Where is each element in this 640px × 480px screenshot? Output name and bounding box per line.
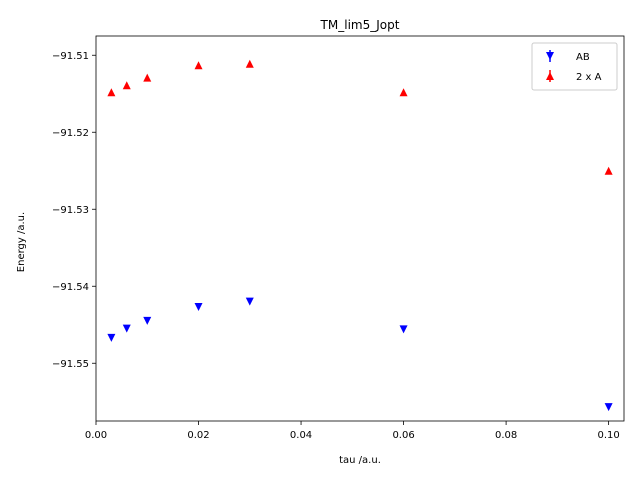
y-tick-label: −91.55	[52, 359, 89, 370]
data-point-ab	[143, 316, 152, 325]
y-tick-label: −91.54	[52, 282, 89, 293]
plot-area: 0.00 0.02 0.04 0.06 0.08 0.10 −91.55 −91.54 −91.…	[52, 35, 625, 441]
x-tick-label: 0.04	[290, 430, 312, 441]
legend-marker	[546, 72, 554, 80]
legend-box	[531, 42, 618, 91]
y-tick-label: −91.53	[52, 205, 89, 216]
data-point-2xa	[245, 59, 254, 68]
x-tick-label: 0.02	[187, 430, 209, 441]
data-point-ab	[604, 403, 613, 412]
data-point-ab	[107, 333, 116, 342]
data-point-2xa	[194, 61, 203, 70]
y-axis-label: Energy /a.u.	[16, 212, 27, 272]
data-point-ab	[399, 325, 408, 334]
data-point-ab	[194, 303, 203, 312]
x-tick-label: 0.06	[392, 430, 414, 441]
x-tick-label: 0.00	[85, 430, 107, 441]
y-tick-label: −91.52	[52, 128, 89, 139]
data-point-2xa	[107, 88, 116, 97]
data-point-2xa	[122, 81, 131, 90]
axes-frame	[95, 35, 625, 422]
legend-label: 2 x A	[576, 72, 602, 83]
data-point-ab	[122, 324, 131, 333]
data-point-2xa	[399, 88, 408, 97]
chart-title: TM_lim5_Jopt	[320, 18, 400, 32]
data-point-ab	[245, 297, 254, 306]
x-tick-label: 0.10	[597, 430, 619, 441]
data-point-2xa	[143, 73, 152, 82]
y-tick-label: −91.51	[52, 51, 89, 62]
legend-label: AB	[576, 52, 590, 63]
x-tick-label: 0.08	[495, 430, 517, 441]
legend-marker	[546, 52, 554, 60]
legend: AB 2 x A	[531, 42, 618, 91]
data-point-2xa	[604, 166, 613, 175]
x-axis-label: tau /a.u.	[339, 455, 381, 466]
